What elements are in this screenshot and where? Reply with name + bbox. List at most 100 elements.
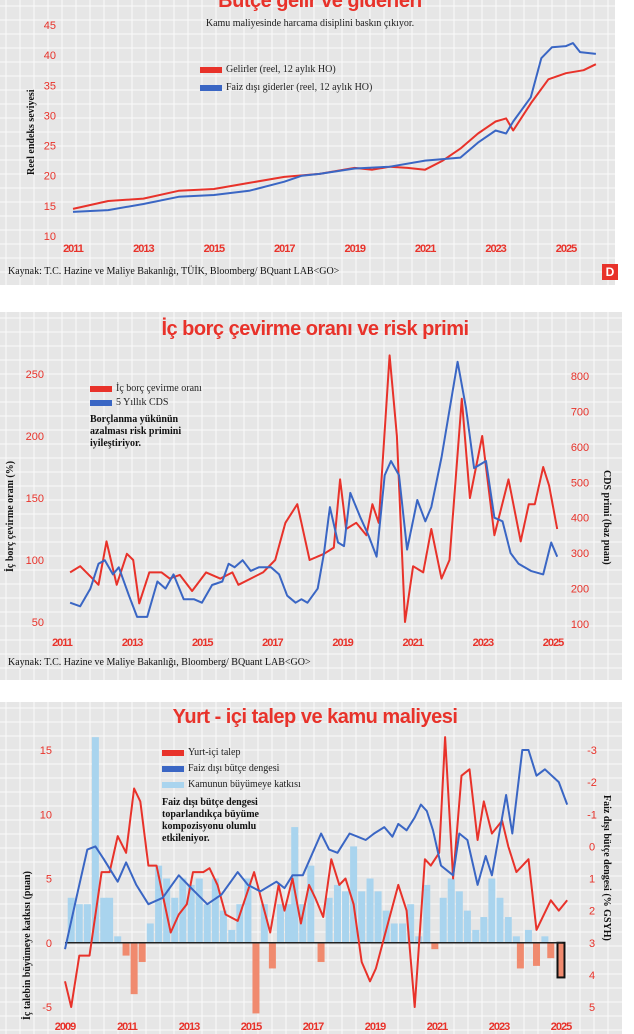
x-tick-label: 2023 <box>489 1021 510 1033</box>
bar <box>276 904 284 943</box>
bar <box>268 942 276 969</box>
x-tick-label: 2015 <box>204 243 225 255</box>
x-tick-label: 2013 <box>122 637 143 649</box>
chart1-legend-giderler: Faiz dışı giderler (reel, 12 aylık HO) <box>200 82 372 93</box>
y-tick-label: -5 <box>42 1002 52 1014</box>
series-line-blue <box>72 42 597 213</box>
x-tick-label: 2023 <box>473 637 494 649</box>
legend-label: İç borç çevirme oranı <box>116 383 202 394</box>
y-right-tick-label: 500 <box>571 477 589 489</box>
chart1-title: Bütçe gelir ve giderleri <box>218 0 422 12</box>
x-tick-label: 2021 <box>415 243 436 255</box>
bar <box>252 942 260 1014</box>
y-tick-label: 15 <box>44 201 56 213</box>
chart3-y-axis-title-left: İç talebin büyümeye katkısı (puan) <box>22 871 33 1020</box>
legend-swatch <box>90 385 112 392</box>
y-tick-label: 0 <box>46 938 52 950</box>
bar <box>325 897 333 943</box>
chart2-source: Kaynak: T.C. Hazine ve Maliye Bakanlığı,… <box>8 657 311 668</box>
bar <box>307 865 315 943</box>
bar <box>187 884 195 943</box>
chart3-legend-kamu: Kamunun büyümeye katkısı <box>162 779 301 790</box>
bar <box>366 878 374 943</box>
series-line-blue <box>69 360 559 618</box>
x-tick-label: 2011 <box>117 1021 138 1033</box>
y-tick-label: 35 <box>44 80 56 92</box>
bar <box>342 891 350 943</box>
legend-label: 5 Yıllık CDS <box>116 397 169 408</box>
x-tick-label: 2021 <box>402 637 423 649</box>
chart3-annotation: Faiz dışı bütçe dengesi toparlandıkça bü… <box>162 797 259 844</box>
legend-swatch <box>162 749 184 756</box>
bar <box>423 884 431 943</box>
chart3-title: Yurt - içi talep ve kamu maliyesi <box>172 706 458 728</box>
y-tick-label: 30 <box>44 110 56 122</box>
bar <box>260 904 268 943</box>
y-right-tick-label: 400 <box>571 513 589 525</box>
bar <box>114 936 122 943</box>
x-tick-label: 2015 <box>192 637 213 649</box>
x-tick-label: 2019 <box>365 1021 386 1033</box>
chart1-y-axis-title: Reel endeks seviyesi <box>26 89 37 175</box>
bar <box>541 936 549 943</box>
bar <box>455 891 463 943</box>
x-tick-label: 2013 <box>133 243 154 255</box>
legend-label: Faiz dışı giderler (reel, 12 aylık HO) <box>226 82 373 93</box>
x-tick-label: 2011 <box>63 243 84 255</box>
bar <box>122 942 130 956</box>
bar <box>228 929 236 943</box>
y-tick-label: 250 <box>26 369 44 381</box>
bar <box>504 917 512 943</box>
x-tick-label: 2015 <box>241 1021 262 1033</box>
legend-label: Kamunun büyümeye katkısı <box>188 779 301 790</box>
bar <box>203 904 211 943</box>
chart2-annotation: Borçlanma yükünün azalması risk primini … <box>90 414 182 449</box>
x-tick-label: 2021 <box>427 1021 448 1033</box>
x-tick-label: 2023 <box>485 243 506 255</box>
chart2-legend-borc: İç borç çevirme oranı <box>90 383 202 394</box>
bar <box>447 878 455 943</box>
y-tick-label: 5 <box>46 874 52 886</box>
series-line-blue <box>64 749 569 950</box>
y-tick-label: 150 <box>26 493 44 505</box>
bar <box>75 904 83 943</box>
dunya-logo: D <box>602 264 618 280</box>
x-tick-label: 2017 <box>274 243 295 255</box>
chart3-legend-yurtici: Yurt-içi talep <box>162 747 240 758</box>
chart2-legend-cds: 5 Yıllık CDS <box>90 397 168 408</box>
bar <box>146 923 154 943</box>
y-tick-label: 50 <box>32 617 44 629</box>
bar <box>91 737 99 943</box>
legend-swatch <box>162 765 184 772</box>
bar <box>374 891 382 943</box>
x-tick-label: 2019 <box>332 637 353 649</box>
legend-swatch <box>162 781 184 788</box>
bar <box>439 897 447 943</box>
bar <box>195 878 203 943</box>
bar <box>431 942 439 950</box>
x-tick-label: 2013 <box>179 1021 200 1033</box>
chart2-y-axis-title-left: İç borç çevirme oranı (%) <box>5 460 16 572</box>
chart2-panel <box>0 312 622 680</box>
bar <box>106 897 114 943</box>
bar <box>171 897 179 943</box>
bar <box>350 846 358 943</box>
x-tick-label: 2017 <box>303 1021 324 1033</box>
series-line-red <box>72 63 597 210</box>
chart3-y-axis-title-right: Faiz dışı bütçe dengesi (% GSYH) <box>601 795 612 941</box>
bar <box>488 878 496 943</box>
x-tick-label: 2025 <box>556 243 577 255</box>
legend-label: Yurt-içi talep <box>188 747 241 758</box>
y-tick-label: 10 <box>40 809 52 821</box>
bar <box>472 929 480 943</box>
y-right-tick-label: 0 <box>589 841 595 853</box>
y-right-tick-label: 4 <box>589 970 595 982</box>
bar <box>399 923 407 943</box>
bar <box>244 878 252 943</box>
chart2-y-axis-title-right: CDS primi (baz puan) <box>601 470 612 565</box>
chart1-legend-gelirler: Gelirler (reel, 12 aylık HO) <box>200 64 336 75</box>
bar <box>512 936 520 943</box>
x-tick-label: 2011 <box>52 637 73 649</box>
y-tick-label: 100 <box>26 555 44 567</box>
